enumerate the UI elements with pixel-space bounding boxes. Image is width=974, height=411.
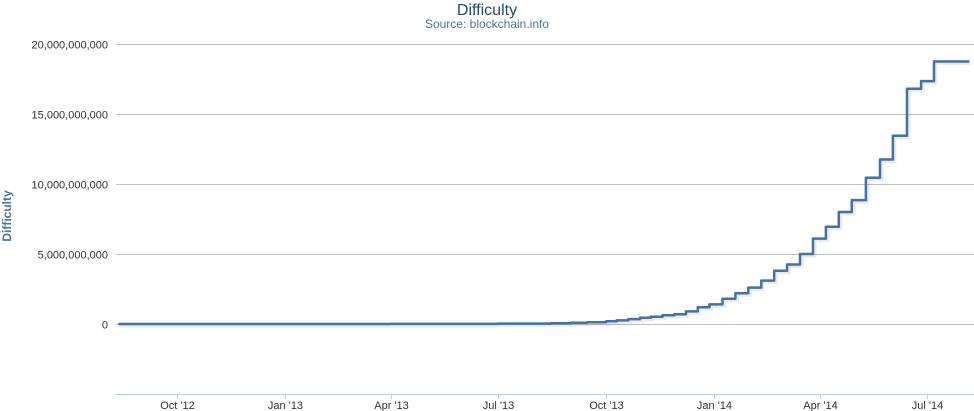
y-tick-label: 5,000,000,000 bbox=[38, 250, 108, 262]
x-tick-label: Jul '14 bbox=[912, 400, 943, 411]
x-axis-tick-labels: Oct '12 Jan '13 Apr '13 Jul '13 Oct '13 Jan '… bbox=[160, 394, 943, 411]
difficulty-series-line bbox=[118, 60, 970, 326]
y-axis-title: Difficulty bbox=[0, 190, 14, 242]
x-tick-label: Jul '13 bbox=[483, 400, 514, 411]
y-tick-label: 20,000,000,000 bbox=[32, 40, 108, 52]
chart-title: Difficulty bbox=[456, 2, 518, 19]
x-tick-label: Apr '13 bbox=[374, 400, 409, 411]
y-tick-label: 10,000,000,000 bbox=[32, 180, 108, 192]
chart-subtitle[interactable]: Source: blockchain.info bbox=[424, 17, 550, 31]
y-tick-label: 0 bbox=[102, 320, 108, 332]
series-group bbox=[118, 60, 971, 328]
y-axis-tick-labels: 0 5,000,000,000 10,000,000,000 15,000,000,0… bbox=[32, 40, 108, 332]
y-tick-label: 15,000,000,000 bbox=[32, 110, 108, 122]
y-gridlines bbox=[116, 44, 974, 325]
difficulty-series-shadow bbox=[119, 60, 971, 328]
x-tick-label: Jan '14 bbox=[697, 400, 732, 411]
x-tick-label: Oct '13 bbox=[589, 400, 624, 411]
x-tick-label: Oct '12 bbox=[160, 400, 195, 411]
x-tick-label: Jan '13 bbox=[268, 400, 303, 411]
x-tick-label: Apr '14 bbox=[803, 400, 838, 411]
